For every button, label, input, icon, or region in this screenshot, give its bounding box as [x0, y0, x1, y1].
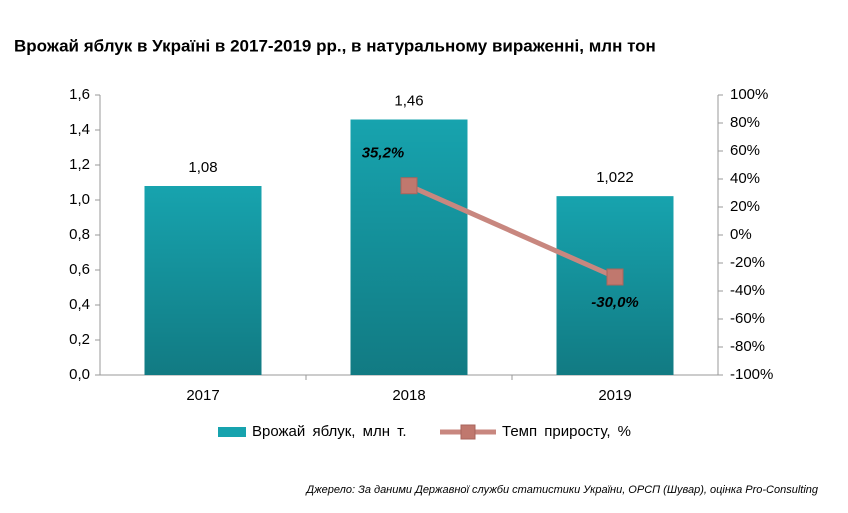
x-tick-label: 2017 — [186, 387, 219, 404]
y2-tick-label: 80% — [730, 114, 760, 131]
bar-shade — [144, 186, 262, 375]
source-note: Джерело: За даними Державної служби стат… — [304, 484, 819, 496]
x-tick-label: 2018 — [392, 387, 425, 404]
y2-tick-label: -60% — [730, 310, 765, 327]
y-tick-label: 1,4 — [69, 121, 90, 138]
y-tick-label: 0,6 — [69, 261, 90, 278]
chart-title: Врожай яблук в Україні в 2017-2019 рр., … — [14, 36, 656, 55]
y-tick-label: 1,6 — [69, 86, 90, 103]
y-tick-label: 0,8 — [69, 226, 90, 243]
y-tick-label: 1,2 — [69, 156, 90, 173]
y2-tick-label: 0% — [730, 226, 752, 243]
bar-value-label: 1,08 — [188, 159, 217, 176]
line — [407, 183, 617, 280]
line-value-label: 35,2% — [362, 145, 405, 162]
y-tick-label: 0,0 — [69, 366, 90, 383]
y-tick-label: 1,0 — [69, 191, 90, 208]
line-marker — [606, 268, 624, 286]
y2-tick-label: -100% — [730, 366, 773, 383]
bar-shade — [556, 196, 674, 375]
y-tick-label: 0,4 — [69, 296, 90, 313]
line-marker — [400, 177, 418, 195]
legend-label: Врожай яблук, млн т. — [252, 423, 407, 440]
bar-shade — [350, 119, 468, 375]
y2-tick-label: 60% — [730, 142, 760, 159]
bar-value-label: 1,46 — [394, 92, 423, 109]
x-tick-label: 2019 — [598, 387, 631, 404]
y2-tick-label: 40% — [730, 170, 760, 187]
bar-value-label: 1,022 — [596, 169, 634, 186]
y2-tick-label: -40% — [730, 282, 765, 299]
y2-tick-label: -80% — [730, 338, 765, 355]
line-value-label: -30,0% — [591, 294, 639, 311]
y-tick-label: 0,2 — [69, 331, 90, 348]
legend-swatch — [218, 427, 246, 437]
y2-tick-label: 100% — [730, 86, 768, 103]
y2-tick-label: 20% — [730, 198, 760, 215]
legend-label: Темп приросту, % — [502, 423, 631, 440]
y2-tick-label: -20% — [730, 254, 765, 271]
legend-marker — [460, 424, 476, 440]
